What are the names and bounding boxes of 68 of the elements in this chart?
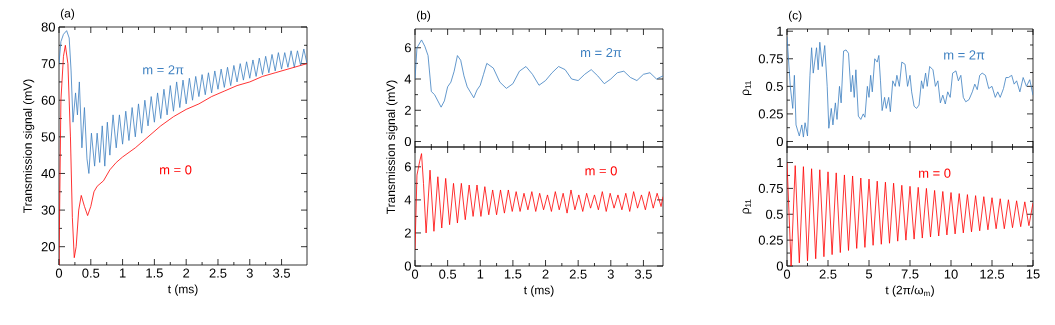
y-tick-label: 0 bbox=[776, 261, 783, 271]
series-label: m = 0 bbox=[919, 168, 951, 178]
y-axis-title: Transmission signal (mV) bbox=[386, 80, 398, 214]
y-tick-label: 0.5 bbox=[765, 81, 783, 91]
line-series bbox=[415, 39, 664, 108]
x-tick-label: 1.5 bbox=[146, 268, 163, 278]
y-tick-label: 1 bbox=[777, 158, 783, 167]
line-series bbox=[787, 36, 1034, 138]
y-tick-label: 60 bbox=[41, 95, 55, 105]
y-tick-label: 0.75 bbox=[758, 183, 783, 193]
x-tick-label: 5 bbox=[865, 269, 873, 279]
chart-title: (b) bbox=[416, 10, 431, 22]
y-tick-label: 2 bbox=[404, 228, 411, 238]
x-tick-label: 0.5 bbox=[439, 269, 457, 279]
x-tick-label: 3.5 bbox=[273, 268, 291, 278]
x-tick-label: 3 bbox=[246, 268, 253, 278]
series-label: m = 2π bbox=[581, 48, 622, 58]
x-tick-label: 1 bbox=[477, 269, 484, 279]
y-axis-title: ρ$_{11}$ bbox=[742, 81, 752, 96]
y-tick-label: 6 bbox=[404, 162, 411, 172]
x-tick-label: 15 bbox=[1026, 269, 1040, 279]
series-label: m = 0 bbox=[585, 166, 617, 176]
y-tick-label: 80 bbox=[41, 22, 55, 32]
y-tick-label: 0.25 bbox=[758, 109, 783, 119]
y-tick-label: 1 bbox=[777, 26, 783, 36]
x-tick-label: 2 bbox=[183, 268, 190, 278]
x-axis-title: t (2π/ω$_{m}$) bbox=[885, 285, 934, 297]
y-tick-label: 0 bbox=[776, 136, 783, 147]
y-tick-label: 50 bbox=[41, 132, 55, 142]
y-tick-label: 4 bbox=[404, 74, 412, 84]
x-tick-label: 1.5 bbox=[504, 269, 522, 279]
y-tick-label: 6 bbox=[404, 43, 411, 53]
y-tick-label: 4 bbox=[404, 195, 412, 205]
y-tick-label: 0.75 bbox=[758, 54, 783, 64]
y-tick-label: 0.25 bbox=[758, 235, 783, 245]
x-tick-label: 0 bbox=[411, 269, 419, 279]
x-tick-label: 2.5 bbox=[569, 269, 587, 279]
x-tick-label: 2 bbox=[542, 269, 549, 279]
series-label: m = 2π bbox=[143, 65, 184, 75]
line-series bbox=[59, 30, 307, 174]
series-label: m = 2π bbox=[944, 50, 985, 60]
x-tick-label: 3 bbox=[607, 269, 614, 279]
line-series bbox=[415, 153, 664, 250]
x-tick-label: 7.5 bbox=[901, 269, 919, 279]
text: m = 0 bbox=[160, 165, 192, 175]
x-tick-label: 2.5 bbox=[819, 269, 837, 279]
x-tick-label: 0 bbox=[55, 268, 63, 278]
y-tick-label: 40 bbox=[41, 168, 55, 179]
chart-title: (c) bbox=[788, 10, 802, 22]
y-tick-label: 20 bbox=[41, 242, 55, 252]
x-axis-title: t (ms) bbox=[167, 284, 198, 296]
x-tick-label: 1 bbox=[119, 268, 126, 278]
y-tick-label: 0 bbox=[404, 136, 411, 147]
chart-title: (a) bbox=[60, 8, 75, 20]
y-tick-label: 70 bbox=[41, 59, 55, 69]
y-axis-title: Transmission signal (mV) bbox=[23, 79, 35, 213]
y-tick-label: 0.5 bbox=[765, 209, 783, 219]
y-axis-title: ρ$_{11}$ bbox=[742, 199, 752, 214]
x-axis-title: t (ms) bbox=[523, 285, 554, 297]
x-tick-label: 10 bbox=[944, 269, 958, 279]
x-tick-label: 3.5 bbox=[634, 269, 652, 279]
line-series bbox=[59, 44, 307, 265]
y-tick-label: 0 bbox=[404, 261, 411, 271]
y-tick-label: 30 bbox=[41, 205, 55, 215]
y-tick-label: 2 bbox=[404, 105, 411, 115]
x-tick-label: 0.5 bbox=[82, 268, 100, 278]
x-tick-label: 12.5 bbox=[980, 269, 1005, 279]
x-tick-label: 2.5 bbox=[209, 268, 227, 278]
